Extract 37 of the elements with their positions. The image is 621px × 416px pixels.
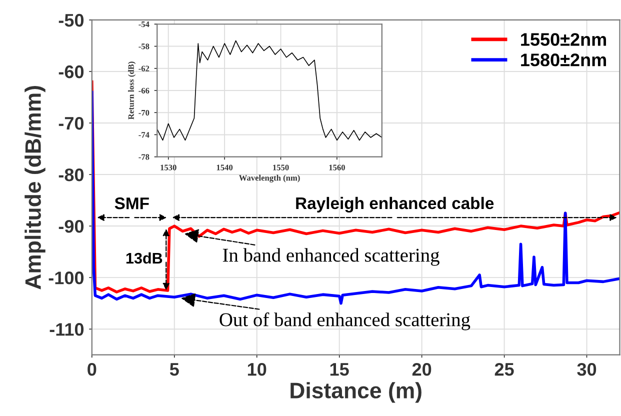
x-tick-label: 1540 xyxy=(216,164,233,170)
x-tick-label: 30 xyxy=(577,362,596,376)
x-tick-label: 1550 xyxy=(273,164,289,170)
y-tick-label: -60 xyxy=(58,65,84,78)
y-tick-label: -62 xyxy=(138,66,150,72)
x-axis-title: Wavelength (nm) xyxy=(238,174,300,182)
x-tick-label: 0 xyxy=(88,362,96,376)
y-tick-label: -50 xyxy=(58,14,84,27)
y-tick-label: -70 xyxy=(58,116,84,130)
annotation: SMF xyxy=(114,197,149,210)
y-tick-label: -110 xyxy=(50,323,84,336)
x-tick-label: 5 xyxy=(170,363,179,376)
x-tick-label: 20 xyxy=(412,362,432,376)
x-tick-label: 1530 xyxy=(160,164,176,170)
x-tick-label: 1560 xyxy=(329,164,345,170)
y-tick-label: -70 xyxy=(138,110,150,116)
y-tick-label: -78 xyxy=(138,154,150,160)
x-tick-label: 10 xyxy=(248,362,266,376)
y-tick-label: -66 xyxy=(138,88,150,94)
y-tick-label: -58 xyxy=(138,44,150,50)
annotation: Rayleigh enhanced cable xyxy=(296,196,494,213)
annotation: 13dB xyxy=(126,252,162,264)
x-tick-label: 25 xyxy=(494,362,514,376)
annotation: Out of band enhanced scattering xyxy=(220,312,470,330)
y-tick-label: -100 xyxy=(48,272,84,284)
annotation: In band enhanced scattering xyxy=(222,248,440,266)
y-tick-label: -90 xyxy=(58,220,84,233)
line-series xyxy=(157,40,382,141)
y-tick-label: -74 xyxy=(138,132,150,138)
legend-label: 1580±2nm xyxy=(521,54,606,66)
y-tick-label: -54 xyxy=(138,22,150,28)
x-tick-label: 15 xyxy=(330,363,349,376)
legend-label: 1550±2nm xyxy=(521,33,606,46)
x-axis-title: Distance (m) xyxy=(290,382,422,403)
y-axis-title: Amplitude (dB/mm) xyxy=(24,86,46,290)
y-axis-title: Return loss (dB) xyxy=(128,62,136,120)
y-tick-label: -80 xyxy=(58,168,84,182)
